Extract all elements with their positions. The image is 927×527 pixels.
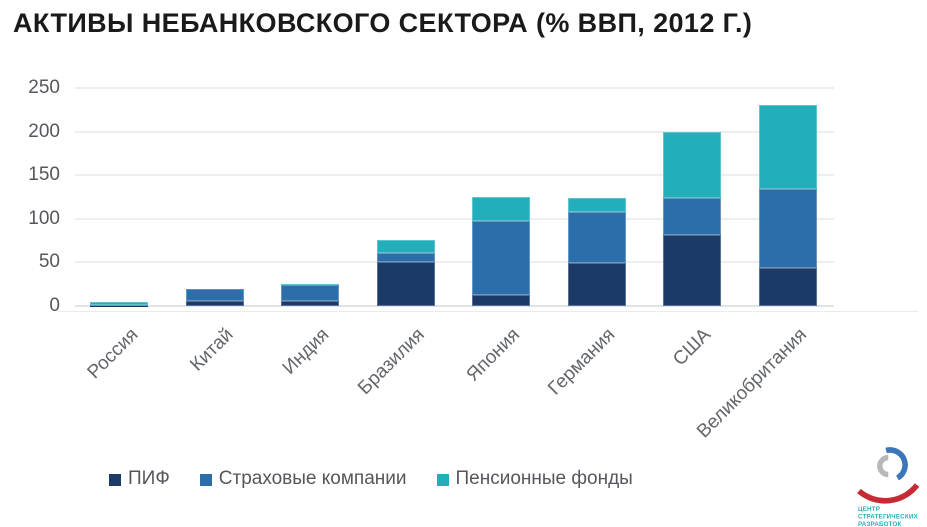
bar-segment-Япония-Страховые компании	[472, 220, 530, 295]
bar-segment-Германия-ПИФ	[567, 263, 626, 306]
legend-item-Страховые компании: Страховые компании	[199, 468, 407, 490]
gridline-100	[75, 217, 834, 220]
y-axis-tick-label: 0	[49, 295, 60, 316]
x-axis-label-Россия: Россия	[83, 324, 143, 384]
bar-segment-США-Пенсионные фонды	[663, 131, 721, 198]
legend-item-ПИФ: ПИФ	[109, 468, 170, 490]
logo-arc-red	[857, 483, 920, 504]
bar-segment-Индия-Страховые компании	[281, 285, 339, 301]
y-axis-tick-label: 50	[38, 251, 60, 273]
gridline-50	[75, 261, 834, 264]
legend-swatch	[436, 474, 449, 486]
bar-segment-Великобритания-Страховые компании	[758, 189, 817, 268]
bar-segment-Германия-Пенсионные фонды	[567, 197, 626, 212]
bar-segment-Индия-ПИФ	[281, 300, 339, 306]
y-axis-tick-label: 200	[28, 120, 60, 142]
logo-text-line2: СТРАТЕГИЧЕСКИХ	[858, 514, 918, 521]
gridline-0	[75, 305, 834, 307]
bar-segment-Китай-Страховые компании	[185, 289, 244, 301]
x-axis-label-Германия: Германия	[544, 324, 620, 400]
legend-swatch	[199, 474, 212, 486]
bar-segment-Китай-ПИФ	[185, 300, 244, 306]
csr-logo: ЦЕНТР СТРАТЕГИЧЕСКИХ РАЗРАБОТОК	[857, 447, 920, 527]
bar-segment-Бразилия-Страховые компании	[376, 252, 435, 263]
logo-arc-gray	[877, 454, 889, 478]
x-axis-label-Япония: Япония	[462, 324, 525, 386]
x-axis-line	[58, 311, 918, 312]
y-axis-tick-label: 250	[28, 77, 60, 98]
logo-arc-blue	[885, 447, 908, 481]
legend-item-Пенсионные фонды: Пенсионные фонды	[436, 468, 633, 490]
y-axis-tick-label: 150	[28, 164, 60, 186]
bar-segment-США-ПИФ	[663, 235, 721, 306]
y-axis-tick-label: 100	[28, 207, 60, 229]
bar-segment-Россия-Страховые компании	[90, 304, 148, 306]
bar-segment-Германия-Страховые компании	[567, 211, 626, 264]
gridline-200	[75, 130, 834, 133]
bar-segment-Великобритания-Пенсионные фонды	[758, 104, 817, 190]
legend-label: Пенсионные фонды	[455, 468, 633, 489]
bar-segment-Россия-Пенсионные фонды	[90, 301, 148, 305]
bar-segment-Бразилия-ПИФ	[376, 262, 435, 306]
chart-title: АКТИВЫ НЕБАНКОВСКОГО СЕКТОРА (% ВВП, 201…	[13, 8, 753, 38]
gridline-150	[75, 174, 834, 177]
x-axis-label-Индия: Индия	[278, 324, 334, 379]
x-axis-label-Китай: Китай	[186, 324, 238, 376]
legend-label: Страховые компании	[218, 468, 407, 489]
chart-legend: ПИФ Страховые компании Пенсионные фонды	[109, 468, 633, 490]
bar-segment-Индия-Пенсионные фонды	[281, 284, 339, 286]
bar-segment-США-Страховые компании	[663, 197, 721, 236]
x-axis-label-США: США	[669, 324, 716, 371]
bar-segment-Япония-Пенсионные фонды	[472, 197, 530, 221]
legend-label: ПИФ	[128, 468, 170, 489]
legend-swatch	[109, 474, 121, 486]
bar-segment-Великобритания-ПИФ	[758, 267, 817, 306]
bar-segment-Япония-ПИФ	[472, 294, 530, 306]
logo-text-line1: ЦЕНТР	[858, 506, 880, 513]
x-axis-label-Бразилия: Бразилия	[353, 324, 429, 400]
gridline-250	[75, 87, 834, 89]
bar-segment-Китай-Пенсионные фонды	[185, 288, 244, 290]
logo-text-line3: РАЗРАБОТОК	[858, 521, 901, 527]
bar-segment-Бразилия-Пенсионные фонды	[376, 239, 435, 253]
